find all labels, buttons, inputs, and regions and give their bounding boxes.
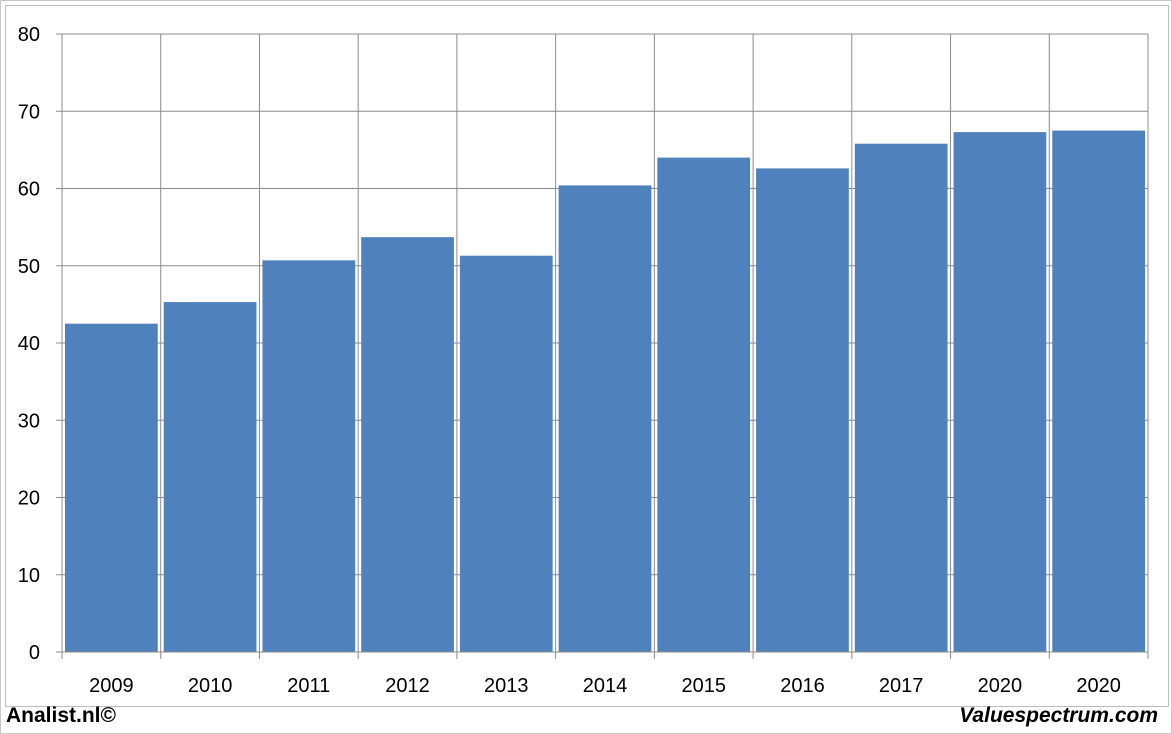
y-tick-label: 10: [18, 565, 40, 587]
axes: [56, 33, 1149, 659]
x-tick-label: 2017: [879, 675, 924, 697]
x-tick-label: 2014: [583, 675, 628, 697]
y-tick-label: 20: [18, 488, 40, 510]
y-tick-label: 50: [18, 256, 40, 278]
bar-2014: [558, 185, 652, 652]
bar-2016: [756, 168, 849, 653]
bar-2020: [1052, 130, 1145, 652]
bar-2013: [459, 255, 553, 652]
y-tick-label: 30: [18, 410, 40, 432]
x-tick-label: 2011: [287, 675, 330, 697]
chart-area-border: [5, 5, 1169, 707]
bars: [65, 130, 1145, 653]
x-tick-label: 2013: [484, 675, 529, 697]
x-tick-label: 2009: [89, 675, 134, 697]
bar-2020: [953, 132, 1047, 653]
y-tick-label: 0: [29, 642, 40, 664]
bar-2017: [854, 143, 948, 652]
bar-2012: [361, 237, 454, 653]
y-tick-labels: 0 10 20 30 40 50 60 70 80: [18, 24, 40, 664]
bar-2009: [65, 323, 158, 652]
x-tick-label: 2020: [978, 675, 1023, 697]
x-tick-label: 2015: [681, 675, 726, 697]
source-credit-right: Valuespectrum.com: [959, 704, 1158, 727]
x-tick-label: 2020: [1076, 675, 1121, 697]
x-tick-labels: 2009 2010 2011 2012 2013 2014 2015 2016 2017 2020…: [89, 675, 1121, 697]
x-tick-label: 2012: [385, 675, 430, 697]
bar-2010: [163, 302, 257, 652]
y-tick-label: 60: [18, 179, 40, 201]
source-credit-left: Analist.nl©: [6, 704, 116, 727]
x-tick-label: 2010: [188, 675, 233, 697]
y-tick-label: 40: [18, 333, 40, 355]
bar-2011: [262, 260, 356, 652]
y-tick-label: 70: [18, 101, 40, 123]
y-tick-label: 80: [18, 24, 40, 46]
bar-2015: [657, 157, 751, 652]
x-tick-label: 2016: [780, 675, 825, 697]
